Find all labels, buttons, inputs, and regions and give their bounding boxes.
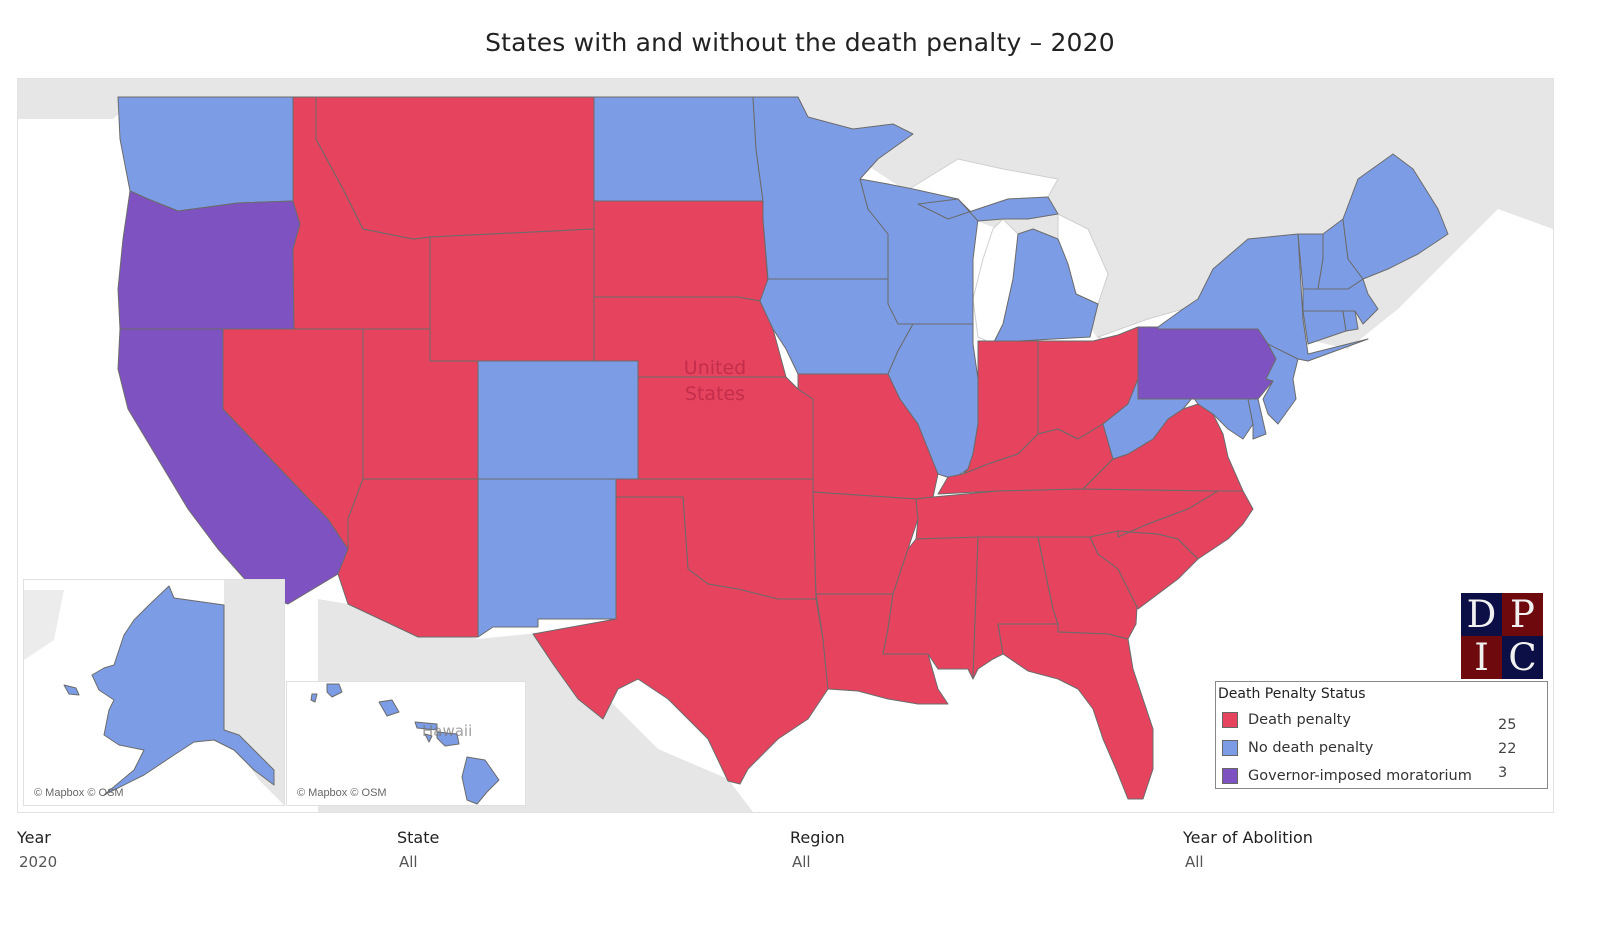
hawaii-map xyxy=(310,683,500,805)
legend-title: Death Penalty Status xyxy=(1218,686,1366,702)
state-maine[interactable] xyxy=(1342,153,1449,280)
state-new-jersey[interactable] xyxy=(1262,343,1299,425)
legend-count-death-penalty: 25 xyxy=(1498,717,1517,733)
state-new-york[interactable] xyxy=(1157,233,1369,362)
hawaii-label: Hawaii xyxy=(422,722,473,740)
state-washington[interactable] xyxy=(117,96,294,212)
hawaii-niihau xyxy=(310,693,318,703)
filter-label: Region xyxy=(790,828,845,847)
hawaii-maui[interactable] xyxy=(436,731,460,747)
swatch-no-death-penalty xyxy=(1222,740,1238,756)
filter-region-value[interactable]: All xyxy=(792,853,811,871)
legend: Death Penalty Status Death penalty 25 No… xyxy=(1215,681,1548,789)
alaska-attribution: © Mapbox © OSM xyxy=(34,787,124,799)
legend-label: No death penalty xyxy=(1248,740,1374,756)
state-florida[interactable] xyxy=(997,623,1154,800)
filter-region: Region All xyxy=(790,828,1150,871)
hawaii-molokai[interactable] xyxy=(414,721,438,731)
legend-item-death-penalty[interactable]: Death penalty xyxy=(1222,709,1351,731)
country-label-line2: States xyxy=(684,383,746,405)
hawaii-big-island[interactable] xyxy=(461,756,500,805)
filter-label: State xyxy=(397,828,440,847)
swatch-moratorium xyxy=(1222,768,1238,784)
filter-state-value[interactable]: All xyxy=(399,853,418,871)
state-wyoming[interactable] xyxy=(429,228,595,362)
country-label: United States xyxy=(670,355,760,407)
alaska-island xyxy=(63,684,80,696)
state-south-dakota[interactable] xyxy=(593,200,769,302)
state-north-dakota[interactable] xyxy=(593,96,764,202)
legend-label: Governor-imposed moratorium xyxy=(1248,768,1472,784)
state-alaska[interactable] xyxy=(91,585,275,796)
logo-letter-i: I xyxy=(1461,636,1502,679)
hawaii-kauai[interactable] xyxy=(326,683,343,698)
state-new-mexico[interactable] xyxy=(477,478,617,638)
state-illinois[interactable] xyxy=(887,323,979,480)
alaska-inset[interactable]: © Mapbox © OSM xyxy=(23,579,285,806)
map-view[interactable]: United States © Mapbox © OSM Hawaii © Ma… xyxy=(17,78,1554,813)
states-layer xyxy=(117,96,1449,800)
state-north-carolina[interactable] xyxy=(1117,490,1254,560)
legend-count-no-death-penalty: 22 xyxy=(1498,741,1517,757)
state-rhode-island[interactable] xyxy=(1342,310,1359,332)
legend-item-moratorium[interactable]: Governor-imposed moratorium xyxy=(1222,765,1472,787)
hawaii-attribution: © Mapbox © OSM xyxy=(297,787,387,799)
country-label-line1: United xyxy=(683,357,747,379)
state-michigan[interactable] xyxy=(917,196,1099,345)
state-colorado[interactable] xyxy=(477,360,639,480)
logo-letter-c: C xyxy=(1502,636,1543,679)
state-oregon[interactable] xyxy=(117,190,301,330)
logo-letter-p: P xyxy=(1502,593,1543,636)
filter-year-of-abolition-value[interactable]: All xyxy=(1185,853,1204,871)
state-texas[interactable] xyxy=(532,496,829,785)
dpic-logo: D P I C xyxy=(1461,593,1543,679)
filter-year-value[interactable]: 2020 xyxy=(19,853,58,871)
swatch-death-penalty xyxy=(1222,712,1238,728)
hawaii-lanai xyxy=(424,733,433,743)
chart-title: States with and without the death penalt… xyxy=(485,28,1115,57)
legend-item-no-death-penalty[interactable]: No death penalty xyxy=(1222,737,1373,759)
filter-label: Year of Abolition xyxy=(1183,828,1313,847)
filter-state: State All xyxy=(397,828,757,871)
canada-land xyxy=(224,580,284,805)
land-bg xyxy=(24,590,64,660)
map-canvas[interactable] xyxy=(18,79,1553,812)
legend-count-moratorium: 3 xyxy=(1498,765,1508,781)
alaska-map xyxy=(24,580,284,805)
canada-landmass xyxy=(18,79,1553,349)
state-pennsylvania[interactable] xyxy=(1137,326,1277,400)
hawaii-oahu[interactable] xyxy=(378,699,400,717)
logo-letter-d: D xyxy=(1461,593,1502,636)
legend-label: Death penalty xyxy=(1248,712,1351,728)
state-montana[interactable] xyxy=(315,96,595,240)
filter-label: Year xyxy=(17,828,51,847)
hawaii-inset[interactable]: Hawaii © Mapbox © OSM xyxy=(286,681,526,806)
filter-year: Year 2020 xyxy=(17,828,377,871)
filter-year-of-abolition: Year of Abolition All xyxy=(1183,828,1543,871)
